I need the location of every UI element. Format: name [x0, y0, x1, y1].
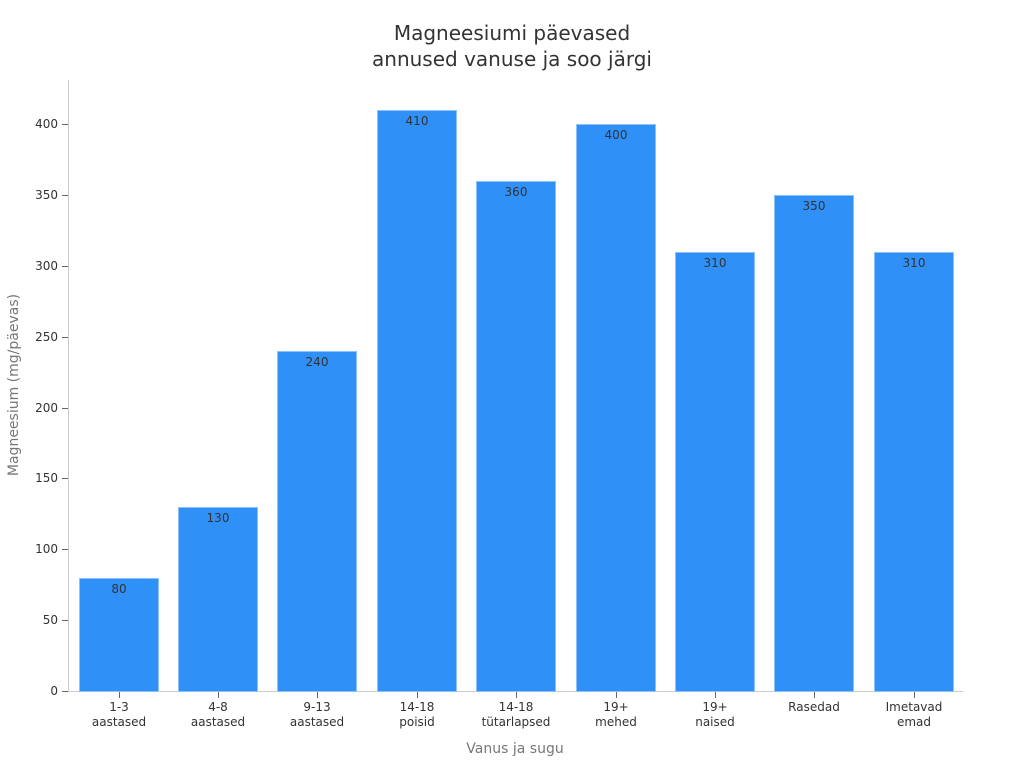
bar-value-label: 130 [206, 511, 230, 525]
x-tick-label: 9-13 aastased [289, 700, 345, 729]
y-tick [62, 549, 68, 550]
y-tick-label: 200 [35, 401, 58, 415]
x-tick-label: Imetavad emad [885, 700, 943, 729]
x-tick [417, 692, 418, 698]
x-tick-label: 4-8 aastased [190, 700, 246, 729]
chart-title: Magneesiumi päevased annused vanuse ja s… [0, 20, 1024, 72]
x-tick [218, 692, 219, 698]
chart-title-line-2: annused vanuse ja soo järgi [372, 47, 652, 71]
x-tick [616, 692, 617, 698]
bar-value-label: 80 [111, 582, 127, 596]
y-tick [62, 266, 68, 267]
y-tick-label: 0 [50, 684, 58, 698]
x-tick-label: 19+ mehed [595, 700, 637, 729]
x-tick [119, 692, 120, 698]
x-tick-label: 14-18 poisid [399, 700, 435, 729]
bar [476, 181, 556, 692]
x-tick [914, 692, 915, 698]
y-axis-label: Magneesium (mg/päevas) [6, 293, 22, 477]
bar [874, 252, 954, 692]
y-tick [62, 337, 68, 338]
y-tick [62, 691, 68, 692]
bar [774, 195, 854, 692]
bar [79, 578, 159, 692]
bar-value-label: 310 [703, 256, 727, 270]
y-tick [62, 408, 68, 409]
bar [178, 507, 258, 692]
y-tick-label: 300 [35, 259, 58, 273]
y-tick [62, 195, 68, 196]
y-tick [62, 124, 68, 125]
y-tick-label: 100 [35, 542, 58, 556]
bar-value-label: 350 [802, 199, 826, 213]
x-tick-label: Rasedad [788, 700, 840, 714]
y-tick-label: 150 [35, 471, 58, 485]
y-tick-label: 350 [35, 188, 58, 202]
x-tick-label: 1-3 aastased [91, 700, 147, 729]
x-tick [516, 692, 517, 698]
bar-value-label: 400 [604, 128, 628, 142]
y-tick-label: 250 [35, 330, 58, 344]
y-tick-label: 400 [35, 117, 58, 131]
x-tick [715, 692, 716, 698]
bar-value-label: 240 [305, 355, 329, 369]
y-tick-label: 50 [42, 613, 58, 627]
y-axis-line [68, 80, 69, 692]
x-tick [317, 692, 318, 698]
bar-value-label: 360 [504, 185, 528, 199]
x-axis-label: Vanus ja sugu [466, 741, 564, 757]
y-tick [62, 620, 68, 621]
bar [377, 110, 457, 692]
bar-value-label: 410 [405, 114, 429, 128]
bar [675, 252, 755, 692]
bar [277, 351, 357, 692]
y-tick [62, 478, 68, 479]
bar-value-label: 310 [902, 256, 926, 270]
x-tick [814, 692, 815, 698]
x-tick-label: 19+ naised [695, 700, 735, 729]
bar [576, 124, 656, 692]
x-tick-label: 14-18 tütarlapsed [481, 700, 551, 729]
chart-title-line-1: Magneesiumi päevased [393, 21, 631, 45]
